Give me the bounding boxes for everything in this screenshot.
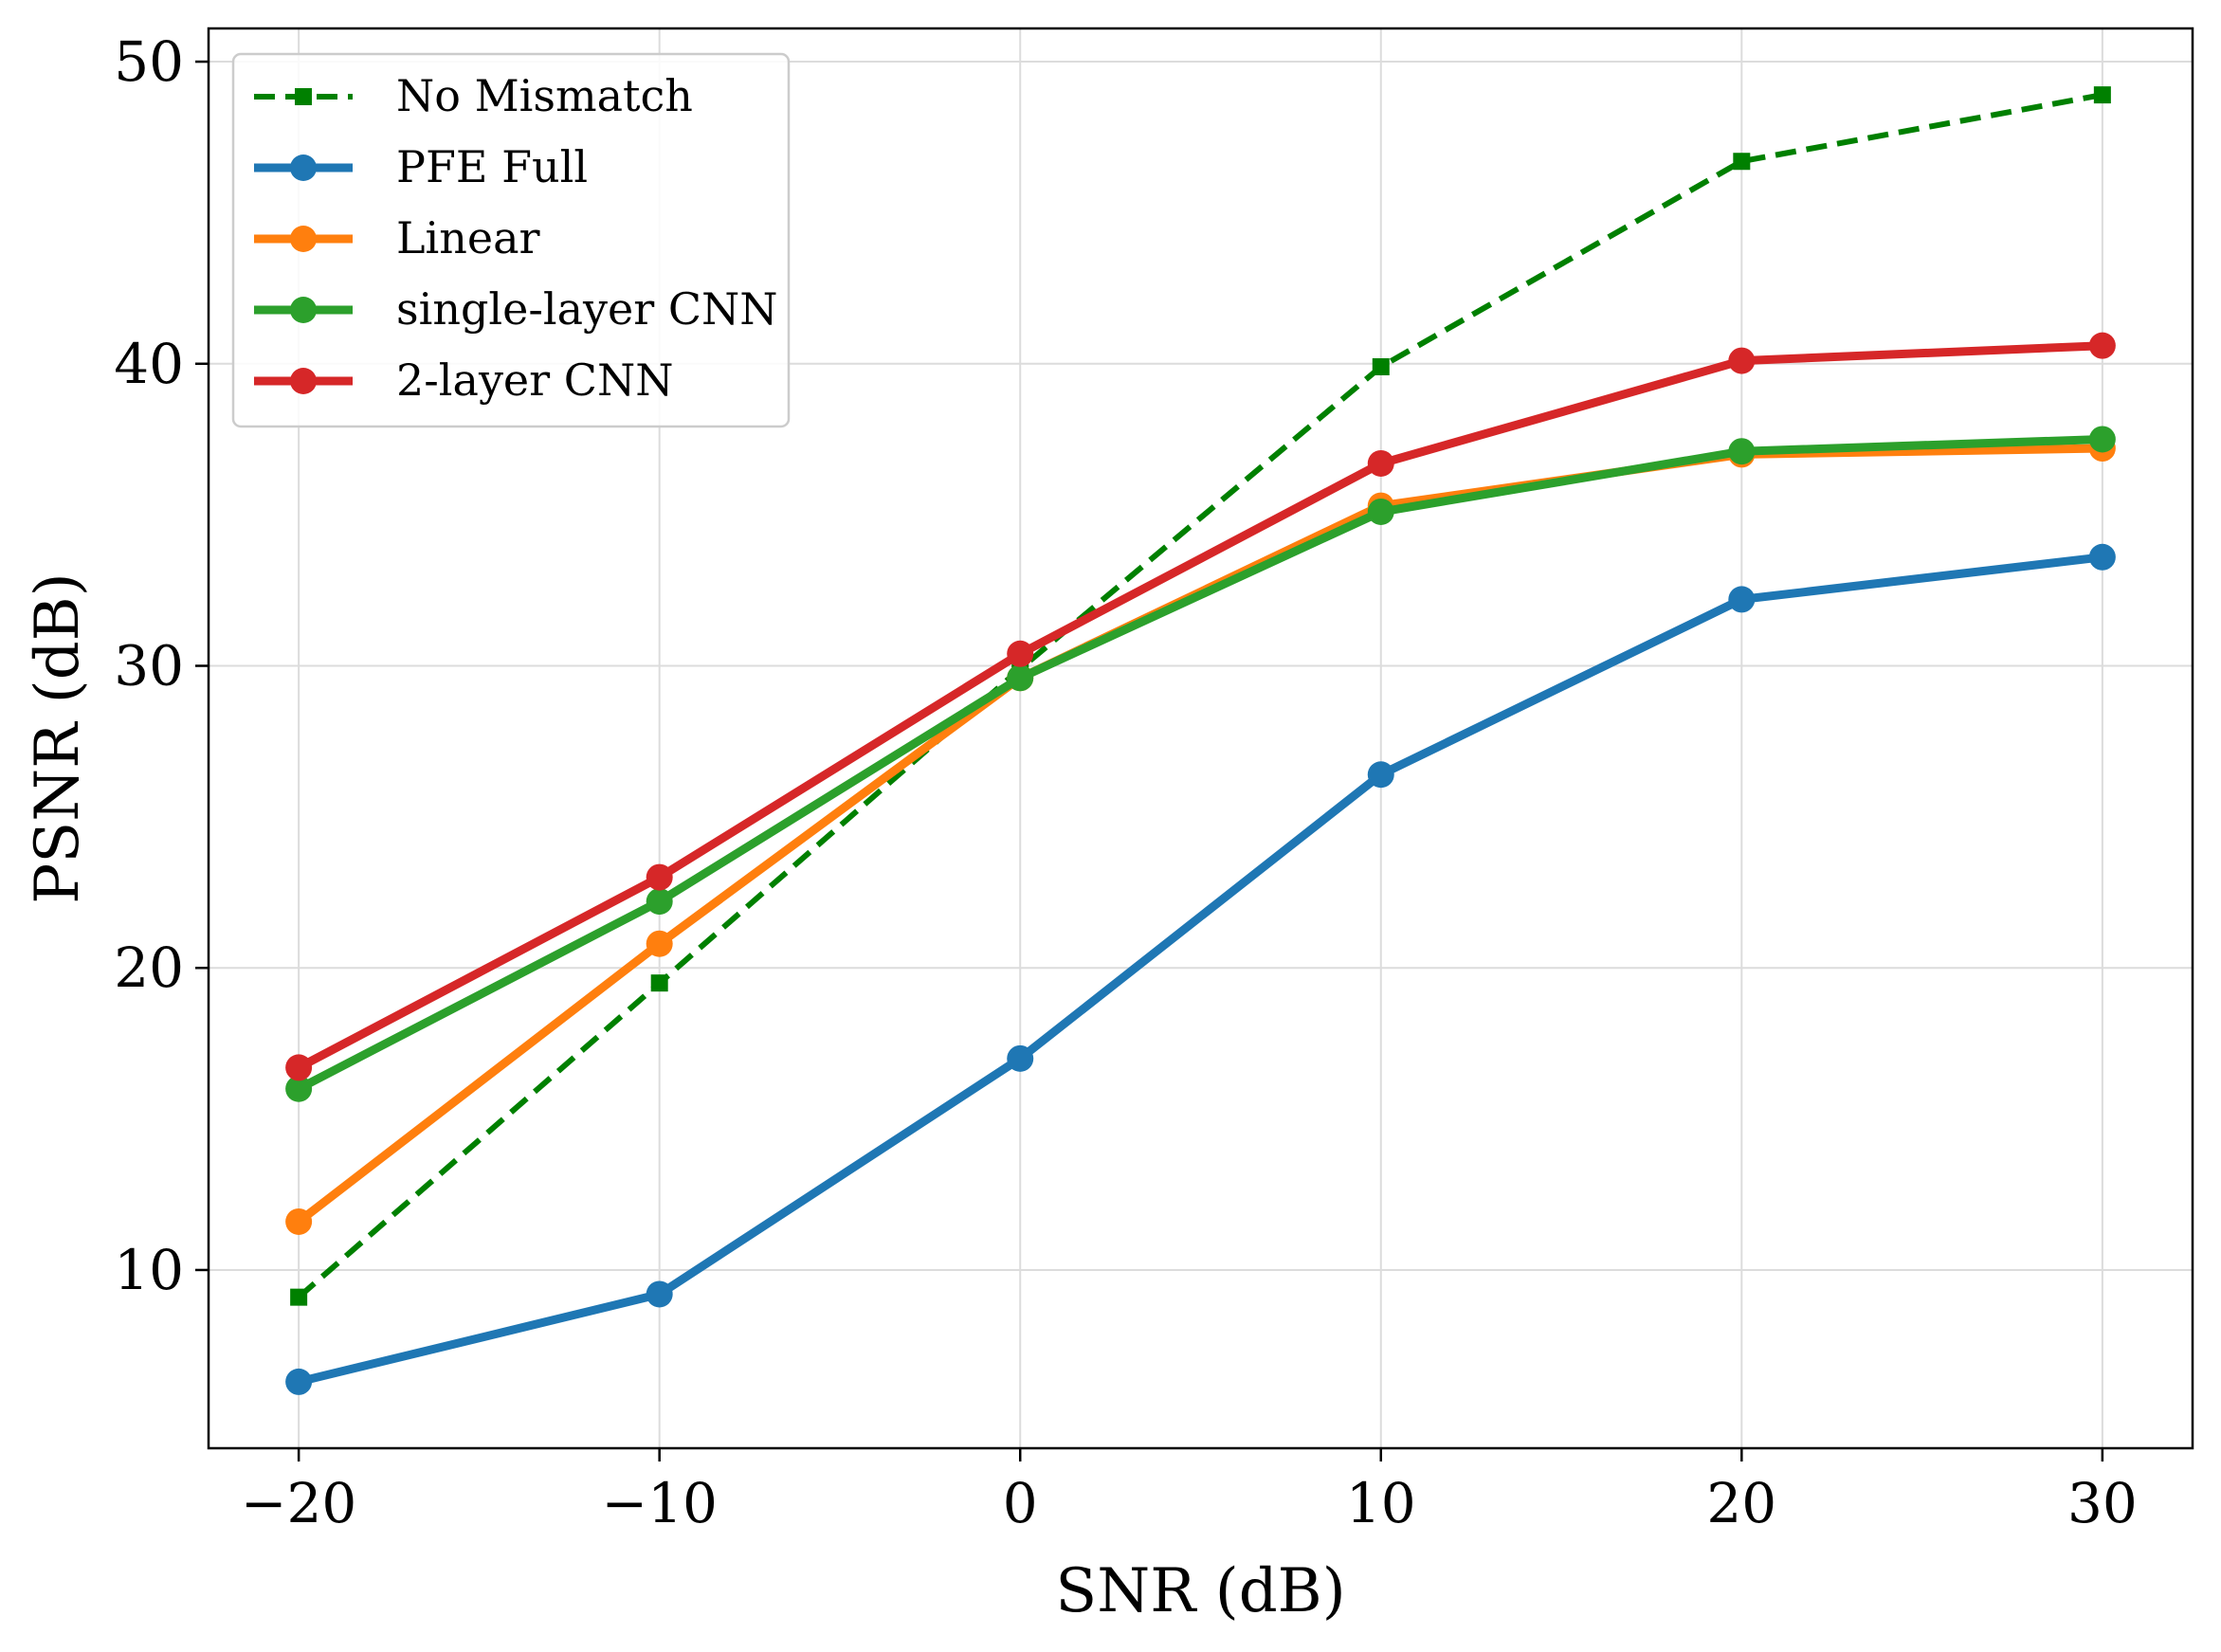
legend-item: No Mismatch xyxy=(254,70,693,121)
data-point xyxy=(2088,426,2116,453)
legend-swatch-marker xyxy=(290,154,317,181)
legend-label: Linear xyxy=(396,212,540,263)
data-point xyxy=(1007,640,1034,667)
data-point xyxy=(1367,498,1394,525)
legend: No Mismatch PFE Full Linear single-layer CN… xyxy=(231,52,791,428)
data-point xyxy=(285,1054,313,1081)
data-point xyxy=(285,1368,313,1395)
series-line xyxy=(294,341,2107,1072)
x-axis-label: SNR (dB) xyxy=(1055,1556,1345,1626)
data-point xyxy=(1733,153,1751,171)
legend-swatch-marker xyxy=(295,88,312,105)
series-pfe-full xyxy=(285,543,2116,1395)
axis-ticks: −20 −10 0 10 20 30 10 20 30 40 50 xyxy=(114,29,2138,1535)
legend-label: 2-layer CNN xyxy=(396,354,673,406)
data-point xyxy=(646,1280,673,1308)
legend-box xyxy=(231,52,791,428)
data-point xyxy=(1367,449,1394,477)
data-point xyxy=(1007,664,1034,692)
data-point xyxy=(1372,357,1390,375)
series-line xyxy=(294,435,2107,1094)
x-tick-label: −20 xyxy=(241,1471,356,1535)
data-point xyxy=(285,1207,313,1235)
data-point xyxy=(646,888,673,916)
legend-label: single-layer CNN xyxy=(396,283,778,335)
series-line xyxy=(294,553,2107,1387)
data-point xyxy=(285,1075,313,1102)
x-tick-label: 20 xyxy=(1706,1471,1776,1535)
y-tick-label: 50 xyxy=(114,29,184,94)
y-tick-label: 30 xyxy=(114,634,184,699)
data-point xyxy=(1728,586,1756,613)
legend-item: 2-layer CNN xyxy=(254,354,673,406)
series-line xyxy=(297,92,2103,1299)
legend-swatch-marker xyxy=(290,368,317,394)
legend-item: Linear xyxy=(254,212,540,263)
data-point xyxy=(1367,761,1394,789)
legend-item: PFE Full xyxy=(254,141,588,192)
legend-swatch-marker xyxy=(290,297,317,323)
data-point xyxy=(646,930,673,957)
plot-frame xyxy=(207,27,2194,1450)
y-axis-label: PSNR (dB) xyxy=(23,572,93,903)
series-2-layer-cnn xyxy=(285,332,2116,1081)
y-tick-label: 10 xyxy=(114,1238,184,1302)
x-tick-label: 30 xyxy=(2067,1471,2138,1535)
x-tick-label: 0 xyxy=(1003,1471,1038,1535)
data-point xyxy=(1728,347,1756,374)
data-point xyxy=(650,974,668,992)
legend-item: single-layer CNN xyxy=(254,283,778,335)
data-point xyxy=(2088,332,2116,359)
legend-label: No Mismatch xyxy=(396,70,693,121)
y-tick-label: 20 xyxy=(114,935,184,1000)
data-point xyxy=(290,1288,308,1306)
data-point xyxy=(1007,1044,1034,1072)
data-point xyxy=(2093,86,2111,104)
y-tick-label: 40 xyxy=(114,332,184,396)
x-tick-label: 10 xyxy=(1346,1471,1416,1535)
series-layer xyxy=(285,86,2116,1395)
series-single-layer-cnn xyxy=(285,426,2116,1102)
legend-label: PFE Full xyxy=(396,141,588,192)
data-point xyxy=(646,863,673,891)
data-point xyxy=(2088,543,2116,571)
legend-swatch-marker xyxy=(290,226,317,252)
data-point xyxy=(1728,438,1756,465)
x-tick-label: −10 xyxy=(601,1471,717,1535)
